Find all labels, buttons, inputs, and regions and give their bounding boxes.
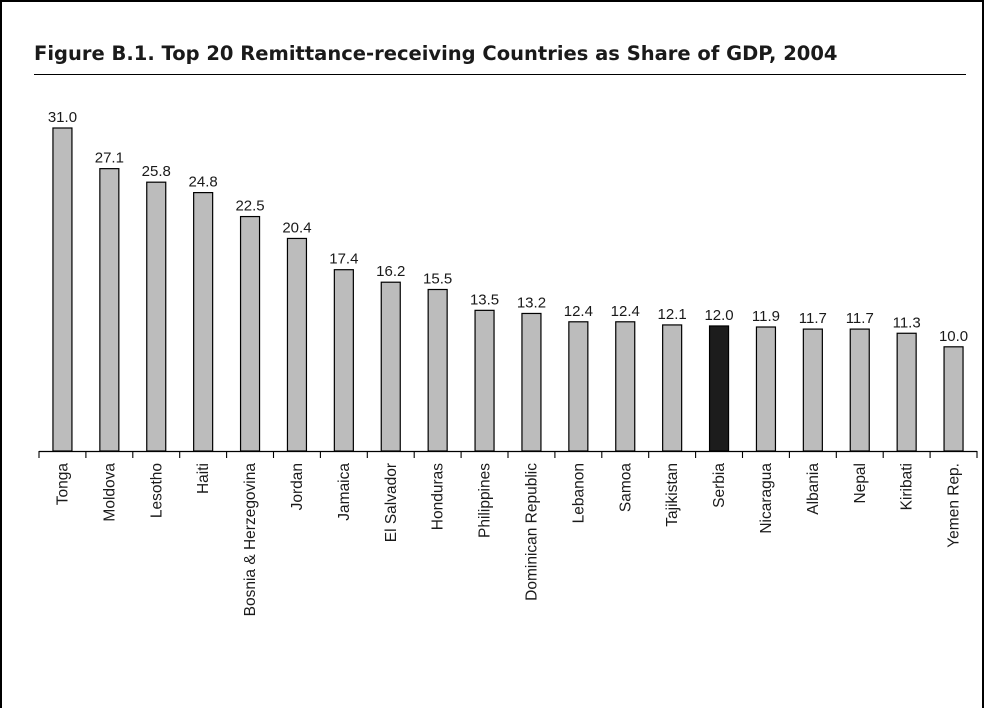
bar-samoa (615, 321, 636, 452)
category-label: Dominican Republic (523, 463, 540, 601)
bar-kiribati (896, 332, 917, 452)
data-label: 25.8 (142, 163, 171, 180)
bar-haiti (193, 192, 214, 452)
data-label: 11.9 (752, 308, 780, 325)
bar-nicaragua (755, 326, 777, 452)
category-label: Yemen Rep. (946, 463, 963, 548)
data-label: 11.7 (846, 310, 874, 327)
category-label: Tonga (54, 463, 71, 506)
data-label: 10.0 (939, 328, 968, 345)
category-label: El Salvador (383, 463, 400, 542)
category-labels-group: Tonga Moldova Lesotho Haiti Bosnia & Herzego… (54, 463, 962, 617)
data-label: 12.4 (611, 303, 640, 320)
category-label: Jordan (289, 463, 306, 510)
category-label: Nicaragua (758, 463, 775, 534)
category-label: Albania (805, 463, 822, 515)
category-label: Samoa (617, 463, 634, 512)
bar-moldova (99, 168, 120, 452)
data-label: 13.2 (517, 294, 546, 311)
bar-bosnia-herzegovina (239, 215, 261, 452)
bar-el-salvador (380, 281, 401, 452)
bars-group (52, 127, 964, 452)
data-label: 13.5 (470, 291, 499, 308)
data-label: 22.5 (235, 198, 264, 215)
category-label: Moldova (101, 463, 118, 522)
data-label: 20.4 (282, 219, 311, 236)
data-label: 11.3 (893, 314, 921, 331)
category-label: Bosnia & Herzegovina (242, 463, 259, 617)
category-label: Honduras (430, 463, 447, 530)
bar-dominican-republic (521, 312, 542, 452)
data-label: 27.1 (95, 150, 124, 167)
data-label: 12.4 (564, 303, 593, 320)
data-label: 31.0 (48, 109, 77, 126)
bar-albania (802, 328, 823, 452)
bar-jamaica (333, 269, 354, 452)
value-labels-group: 31.0 27.1 25.8 24.8 22.5 20.4 17.4 16.2 15.5 13.5… (48, 109, 968, 345)
bar-serbia (708, 325, 730, 452)
category-label: Lesotho (148, 463, 165, 518)
bar-philippines (474, 309, 495, 452)
figure-title: Figure B.1. Top 20 Remittance-receiving … (34, 42, 838, 65)
title-rule (34, 74, 966, 75)
data-label: 11.7 (799, 310, 827, 327)
category-label: Kiribati (899, 463, 916, 510)
bar-yemen-rep- (943, 346, 964, 452)
data-label: 24.8 (189, 174, 218, 191)
bar-tajikistan (662, 324, 683, 452)
bar-tonga (52, 127, 73, 452)
category-label: Tajikistan (664, 463, 681, 527)
bar-lebanon (568, 321, 589, 452)
bar-honduras (427, 288, 448, 452)
bar-jordan (286, 237, 308, 452)
data-label: 15.5 (423, 271, 452, 288)
bar-lesotho (146, 181, 167, 452)
category-label: Lebanon (570, 463, 587, 523)
category-label: Nepal (852, 463, 869, 504)
data-label: 12.0 (704, 307, 733, 324)
bar-nepal (849, 328, 870, 452)
category-label: Philippines (477, 463, 494, 538)
category-label: Jamaica (336, 463, 353, 521)
category-label: Haiti (195, 463, 212, 494)
data-label: 12.1 (658, 306, 687, 323)
x-axis (38, 450, 978, 458)
data-label: 17.4 (329, 251, 358, 268)
data-label: 16.2 (376, 263, 405, 280)
category-label: Serbia (711, 463, 728, 508)
